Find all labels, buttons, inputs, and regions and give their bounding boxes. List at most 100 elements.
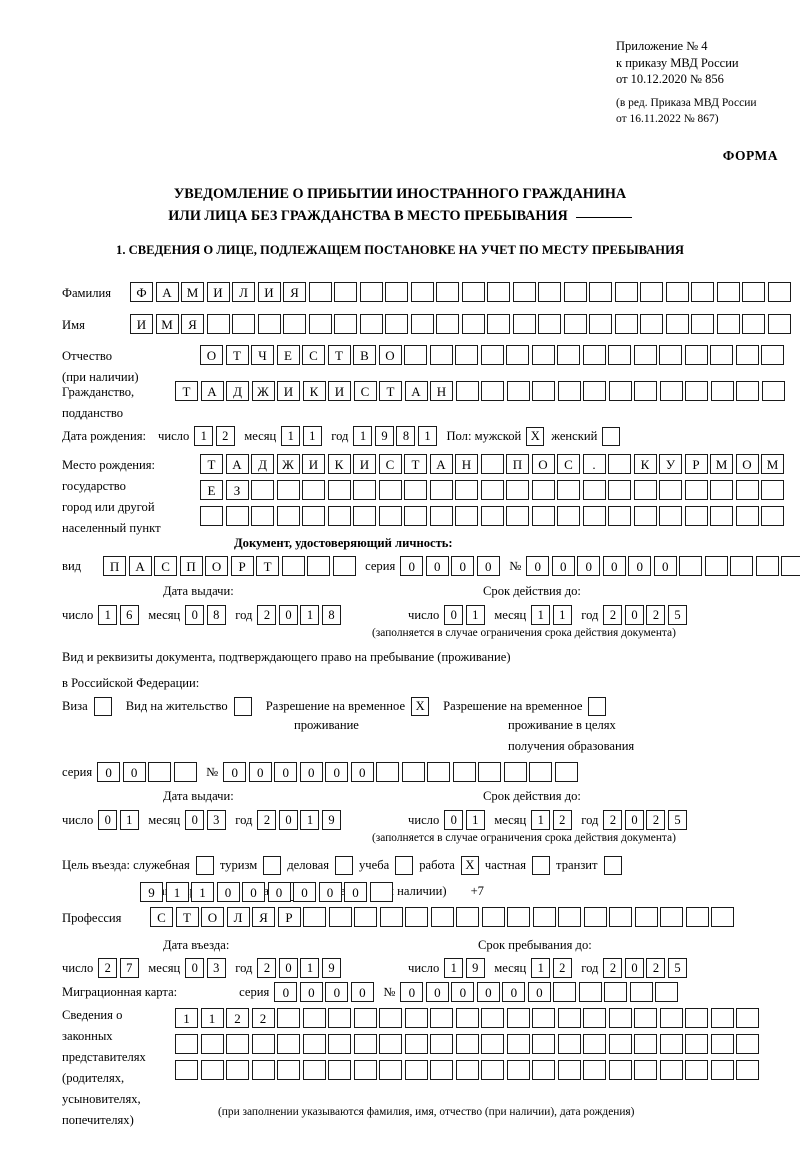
char-cell[interactable]: 0 (278, 810, 298, 830)
char-cell[interactable] (755, 556, 779, 576)
char-cell[interactable] (506, 506, 529, 526)
char-cell[interactable] (369, 881, 393, 902)
char-cell[interactable]: 5 (667, 810, 687, 830)
char-cell[interactable] (633, 345, 657, 365)
char-cell[interactable] (353, 480, 376, 500)
char-cell[interactable]: Р (277, 907, 301, 927)
char-cell[interactable] (557, 381, 581, 401)
char-cell[interactable] (583, 1008, 606, 1028)
char-cell[interactable]: 2 (552, 810, 572, 830)
char-cell[interactable] (385, 282, 408, 302)
char-cell[interactable]: Л (226, 907, 250, 927)
char-cell[interactable]: С (302, 345, 325, 365)
char-cell[interactable] (379, 1034, 402, 1054)
char-cell[interactable]: 3 (206, 958, 226, 978)
char-cell[interactable]: Я (181, 314, 204, 334)
birth-place-input-row3[interactable] (200, 506, 784, 526)
char-cell[interactable]: 0 (624, 605, 644, 625)
char-cell[interactable] (503, 762, 527, 782)
char-cell[interactable] (659, 381, 683, 401)
char-cell[interactable] (512, 314, 536, 334)
char-cell[interactable]: 1 (98, 605, 118, 625)
char-cell[interactable] (226, 1034, 249, 1054)
char-cell[interactable]: И (130, 314, 153, 334)
char-cell[interactable]: П (506, 454, 529, 474)
char-cell[interactable] (283, 314, 306, 334)
char-cell[interactable]: 8 (206, 605, 226, 625)
char-cell[interactable] (506, 345, 529, 365)
char-cell[interactable]: 0 (185, 605, 205, 625)
temp-residence-edu-checkbox[interactable] (588, 697, 607, 716)
char-cell[interactable] (478, 762, 502, 782)
char-cell[interactable] (735, 480, 759, 500)
char-cell[interactable] (704, 556, 728, 576)
char-cell[interactable] (277, 1034, 300, 1054)
char-cell[interactable]: А (128, 556, 152, 576)
char-cell[interactable]: 0 (451, 982, 475, 1002)
char-cell[interactable]: 9 (321, 810, 341, 830)
char-cell[interactable] (679, 556, 703, 576)
char-cell[interactable]: 0 (278, 958, 298, 978)
char-cell[interactable] (736, 1060, 759, 1080)
char-cell[interactable]: 2 (215, 426, 235, 446)
char-cell[interactable] (640, 282, 663, 302)
char-cell[interactable] (481, 381, 504, 401)
char-cell[interactable]: 0 (526, 556, 550, 576)
char-cell[interactable] (557, 506, 580, 526)
char-cell[interactable]: И (206, 282, 230, 302)
char-cell[interactable] (761, 381, 785, 401)
char-cell[interactable] (148, 762, 172, 782)
char-cell[interactable]: Ж (276, 454, 300, 474)
char-cell[interactable] (583, 381, 606, 401)
char-cell[interactable] (633, 506, 657, 526)
char-cell[interactable]: 1 (531, 605, 551, 625)
char-cell[interactable] (529, 762, 553, 782)
char-cell[interactable]: 3 (206, 810, 226, 830)
purpose-transit-checkbox[interactable] (603, 856, 622, 875)
char-cell[interactable] (430, 1034, 453, 1054)
char-cell[interactable] (302, 506, 325, 526)
char-cell[interactable]: 0 (274, 762, 298, 782)
char-cell[interactable] (634, 907, 658, 927)
char-cell[interactable]: Д (226, 381, 249, 401)
char-cell[interactable] (436, 282, 459, 302)
char-cell[interactable]: И (353, 454, 376, 474)
char-cell[interactable]: 2 (646, 605, 666, 625)
char-cell[interactable]: Р (684, 454, 708, 474)
char-cell[interactable]: 2 (603, 958, 623, 978)
char-cell[interactable]: 0 (476, 982, 500, 1002)
purpose-official-checkbox[interactable] (195, 856, 214, 875)
char-cell[interactable]: 6 (119, 605, 139, 625)
char-cell[interactable] (684, 506, 708, 526)
char-cell[interactable] (404, 480, 427, 500)
char-cell[interactable]: 1 (200, 1008, 224, 1028)
char-cell[interactable] (685, 381, 708, 401)
char-cell[interactable] (710, 506, 733, 526)
char-cell[interactable] (563, 314, 587, 334)
char-cell[interactable] (430, 1060, 453, 1080)
char-cell[interactable] (307, 556, 331, 576)
char-cell[interactable] (302, 1060, 326, 1080)
char-cell[interactable] (410, 314, 434, 334)
char-cell[interactable]: 0 (577, 556, 601, 576)
char-cell[interactable]: Т (200, 454, 223, 474)
char-cell[interactable]: 0 (444, 605, 464, 625)
char-cell[interactable] (404, 1034, 428, 1054)
char-cell[interactable] (554, 762, 578, 782)
char-cell[interactable] (436, 314, 459, 334)
char-cell[interactable]: 0 (444, 810, 464, 830)
char-cell[interactable] (354, 907, 377, 927)
char-cell[interactable] (276, 480, 300, 500)
char-cell[interactable]: 2 (257, 958, 277, 978)
char-cell[interactable]: С (150, 907, 173, 927)
char-cell[interactable] (327, 480, 351, 500)
char-cell[interactable] (608, 1060, 632, 1080)
char-cell[interactable] (608, 506, 631, 526)
char-cell[interactable] (685, 907, 709, 927)
char-cell[interactable]: 0 (299, 762, 323, 782)
char-cell[interactable]: 0 (318, 881, 342, 902)
